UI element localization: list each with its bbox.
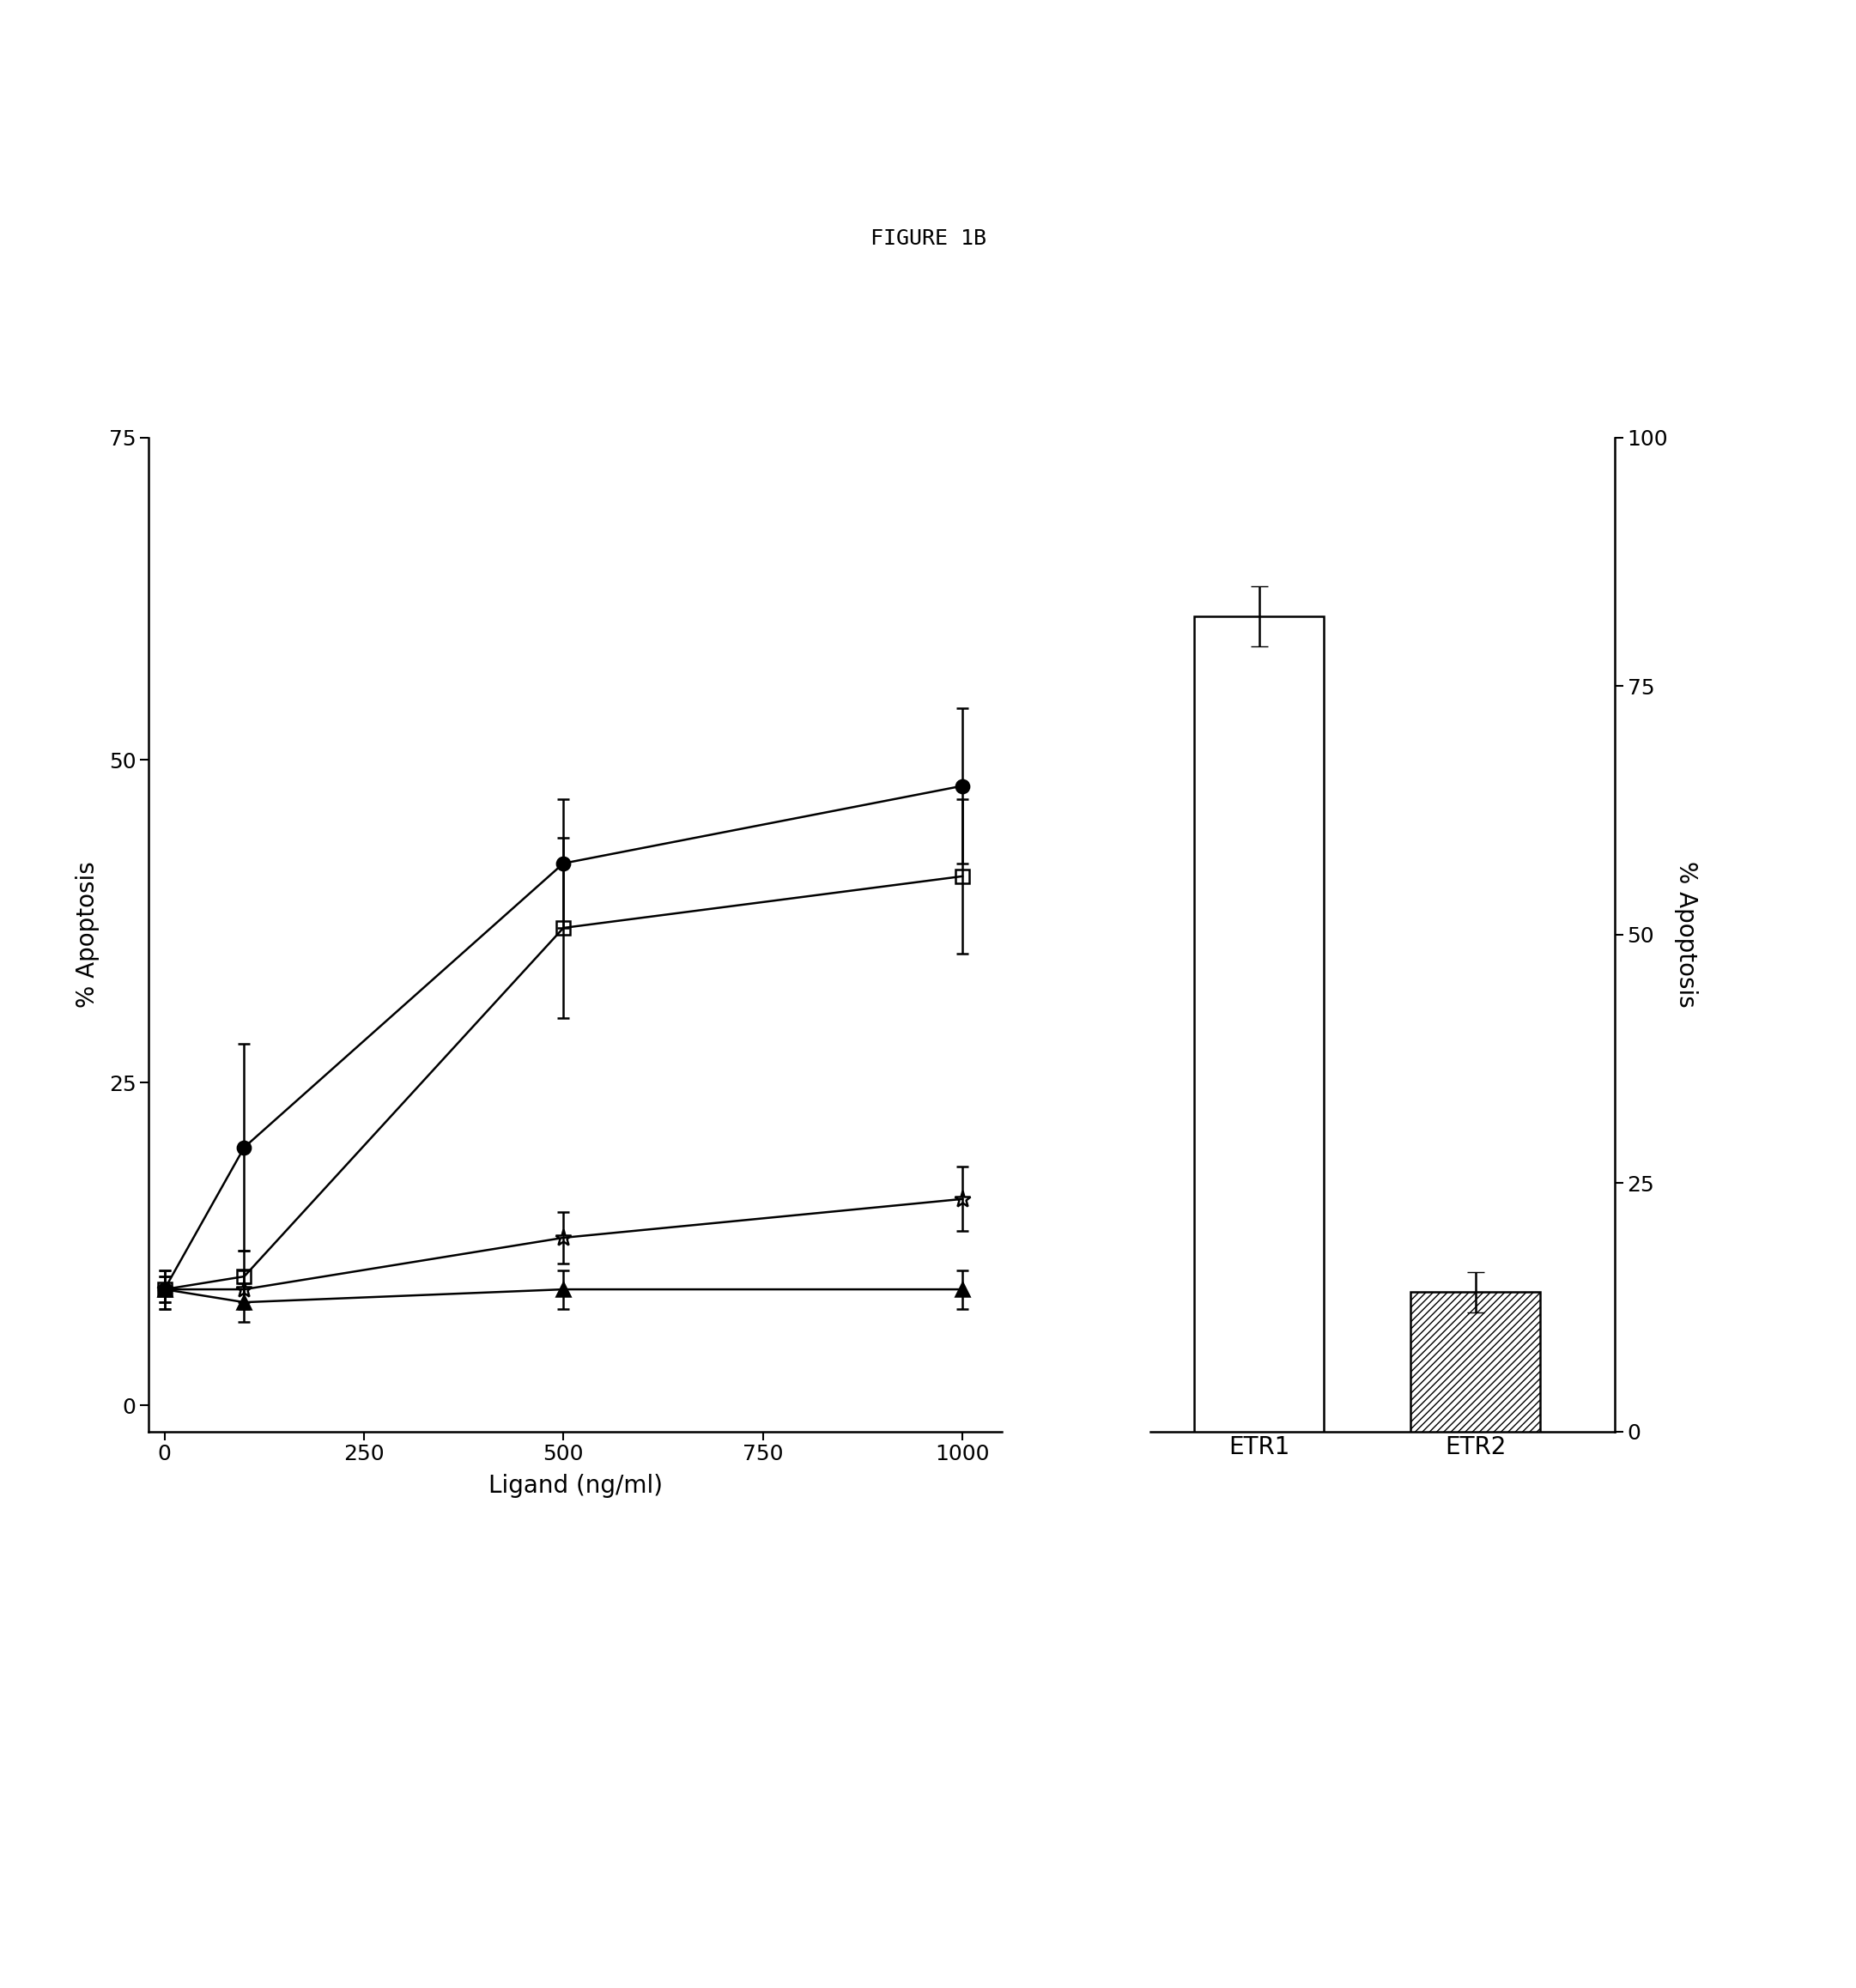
Bar xyxy=(1193,616,1323,1431)
Y-axis label: % Apoptosis: % Apoptosis xyxy=(1674,861,1698,1008)
Bar xyxy=(1411,1292,1540,1431)
Text: FIGURE 1B: FIGURE 1B xyxy=(870,229,986,248)
X-axis label: Ligand (ng/ml): Ligand (ng/ml) xyxy=(488,1473,663,1499)
Y-axis label: % Apoptosis: % Apoptosis xyxy=(74,861,98,1008)
